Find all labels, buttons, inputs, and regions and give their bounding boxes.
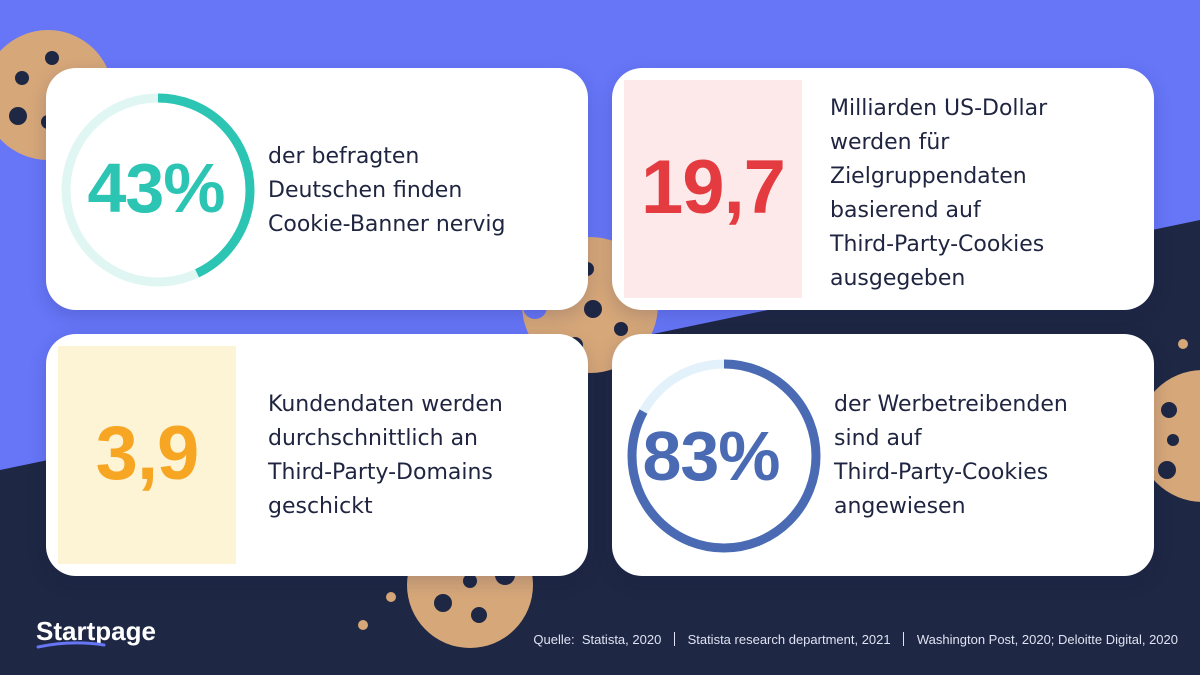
logo-swoosh-icon [36,641,106,649]
stat-description: der befragten Deutschen finden Cookie-Ba… [268,144,506,237]
source-item: Statista, 2020 [581,632,662,647]
progress-ring [61,93,255,287]
divider [903,632,905,646]
value-tile [624,80,802,298]
source-item: Washington Post, 2020; Deloitte Digital,… [916,632,1178,647]
sources-label: Quelle: [533,632,575,647]
stat-card-ad-spend: 19,7 Milliarden US-Dollar werden für Zie… [612,68,1154,310]
progress-ring [627,359,821,553]
stat-value: 19,7 [641,145,786,230]
stat-description: Kundendaten werden durchschnittlich an T… [268,392,503,519]
stat-description: der Werbetreibenden sind auf Third-Party… [834,392,1068,519]
stat-description: Milliarden US-Dollar werden für Zielgrup… [830,96,1048,291]
startpage-logo: Startpage [36,616,156,646]
stat-card-banner-annoying: 43% der befragten Deutschen finden Cooki… [46,68,588,310]
sources-footnote: Quelle: Statista, 2020 Statista research… [533,632,1178,647]
source-item: Statista research department, 2021 [687,632,891,647]
stat-card-advertisers-reliant: 83% der Werbetreibenden sind auf Third-P… [612,334,1154,576]
stat-value: 3,9 [95,411,200,496]
stat-value: 43% [87,149,225,227]
divider [673,632,675,646]
stat-value: 83% [642,417,780,495]
value-tile [58,346,236,564]
stat-card-third-party-domains: 3,9 Kundendaten werden durchschnittlich … [46,334,588,576]
